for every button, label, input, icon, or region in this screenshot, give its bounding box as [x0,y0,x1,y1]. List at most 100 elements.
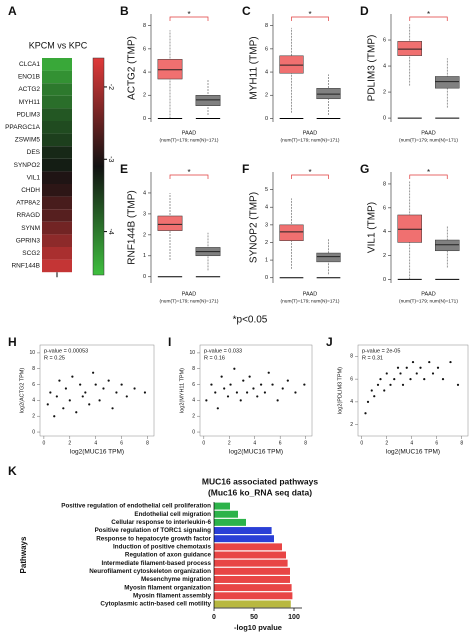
category-label: Neurofilament cytoskeleton organization [89,568,211,575]
gene-label: SCG2 [22,250,40,257]
scatter-point [383,389,386,392]
bar [214,510,238,518]
x-tick-label: 2 [68,440,71,446]
scatter-point [81,395,84,398]
y-tick-label: 4 [143,70,146,76]
scatter-point [423,378,426,381]
scatter-point [220,375,223,378]
scatter-point [389,383,392,386]
stat-annotation: p-value = 0.00053 [44,348,88,354]
y-tick-label: 0 [143,274,146,280]
heatmap-cell [42,121,72,134]
x-tick-label: 0 [42,440,45,446]
y-axis-label: ACTG2 (TMP) [127,36,138,100]
scatter-point [256,395,259,398]
plot-frame [199,344,313,437]
heatmap-cell [42,196,72,210]
bar [214,502,230,510]
y-tick-label: 6 [192,382,195,388]
x-axis-note: (num(T)=179; num(N)=171) [281,137,340,143]
gene-label: PDLIM3 [17,111,41,118]
y-axis-label: RNF144B (TMP) [127,190,138,264]
x-axis-note: (num(T)=179; num(N)=171) [399,298,458,304]
scatter-point [107,379,110,382]
scatter-point [239,399,242,402]
heatmap-cell [42,58,72,71]
y-tick-label: 4 [383,229,386,235]
footnote: *p<0.05 [233,315,268,326]
scatter-point [393,378,396,381]
box [435,76,460,89]
x-axis-note: (num(T)=179; num(N)=171) [160,137,219,143]
significance-bracket [169,174,209,179]
y-tick-label: 2 [383,253,386,259]
scatter-point [53,415,56,418]
y-axis-label: log2(ACTG2 TPM) [19,368,25,414]
scatter-point [245,391,249,394]
significance-mark: * [308,168,311,177]
x-axis-label: PAAD [421,291,436,297]
box [397,214,422,243]
heatmap-cell [42,171,72,184]
y-tick-label: 4 [383,64,386,70]
plot-frame [39,344,155,437]
y-tick-label: 0 [383,116,386,122]
scatter-point [64,387,68,390]
stat-annotation: R = 0.16 [204,355,225,361]
scatter-point [364,412,367,415]
box [279,224,304,241]
significance-bracket [409,174,448,179]
box [435,239,460,252]
scatter-point [79,383,82,386]
gene-label: ENO1B [18,74,40,81]
panel-label: K [8,464,17,478]
x-axis-label: log2(MUC16 TPM) [70,449,124,456]
heatmap-cell [42,146,72,159]
heatmap-cell [42,184,72,197]
scatter-point [49,391,52,394]
chart-title: MUC16 associated pathways [202,476,318,486]
y-tick-label: 3 [143,211,146,217]
y-tick-label: 2 [143,232,146,238]
x-tick-label: 2 [385,440,388,446]
y-tick-label: 10 [189,350,195,356]
y-axis-label: VIL1 (TMP) [367,202,378,253]
box [157,59,183,80]
scatter-point [385,372,388,375]
gene-label: GPRIN3 [16,237,41,244]
scatter-point [401,383,405,386]
scatter-point [399,372,402,375]
y-axis-label: SYNOP2 (TMP) [249,192,260,263]
category-label: Mesenchyme migration [141,576,211,583]
bar [214,600,291,608]
heatmap-cell [42,133,72,147]
panel-label: F [242,162,249,176]
plot-frame [357,344,469,437]
y-tick-label: 4 [143,190,146,196]
scatter-point [276,399,279,402]
panel-label: H [8,335,17,349]
heatmap-cell [42,108,72,121]
panel-label: A [8,4,17,18]
scatter-point [303,383,306,386]
heatmap-cell [42,259,72,273]
stat-annotation: R = 0.25 [44,355,65,361]
scatter-point [125,395,128,398]
panel-label: I [168,335,171,349]
category-label: Cellular response to interleukin-6 [111,519,211,526]
gene-label: SYNM [21,225,40,232]
y-tick-label: 8 [350,354,353,360]
y-tick-label: 0 [143,116,146,122]
panel-label: J [326,335,333,349]
bar [214,518,246,526]
colorbar-tick-label: -4 [107,228,114,234]
y-tick-label: 2 [265,93,268,99]
y-tick-label: 2 [383,90,386,96]
scatter-point [223,387,226,390]
y-axis-label: log2(MYH11 TPM) [179,368,185,413]
scatter-point [111,407,114,410]
scatter-point [411,360,415,364]
gene-label: VIL1 [27,174,41,181]
category-label: Endothelial cell migration [134,511,211,518]
x-tick-label: 8 [460,440,463,446]
